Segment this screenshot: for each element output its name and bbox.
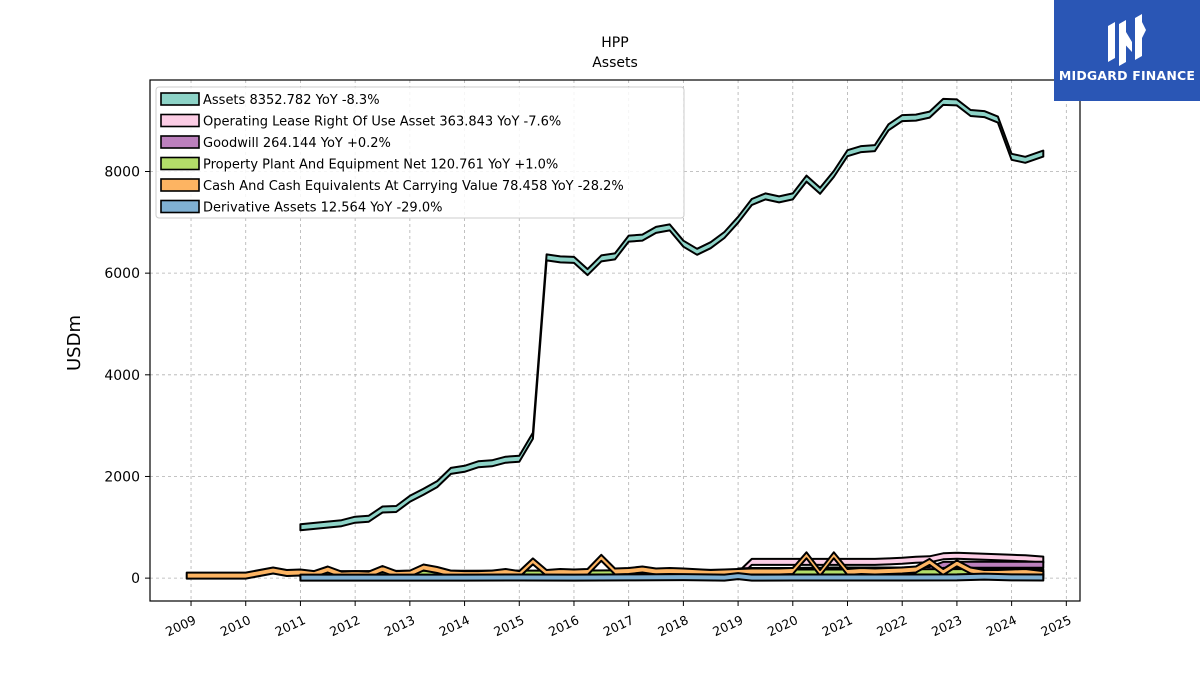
legend-swatch	[160, 92, 200, 106]
y-axis-label: USDm	[64, 315, 85, 371]
series-band-0	[299, 97, 1045, 532]
x-tick-label: 2010	[218, 612, 253, 639]
y-tick-label: 8000	[104, 164, 140, 180]
x-tick-label: 2014	[437, 612, 472, 639]
legend: Assets 8352.782 YoY -8.3% Operating Lease…	[155, 86, 685, 219]
x-tick-label: 2015	[491, 612, 526, 639]
legend-swatch	[160, 135, 200, 149]
chart-title: HPP	[601, 35, 628, 51]
legend-label: Derivative Assets 12.564 YoY -29.0%	[203, 201, 442, 216]
legend-label: Goodwill 264.144 YoY +0.2%	[203, 136, 391, 151]
x-tick-label: 2016	[546, 612, 581, 639]
x-tick-label: 2025	[1038, 612, 1073, 639]
x-tick-label: 2024	[984, 612, 1019, 639]
x-tick-label: 2018	[655, 612, 690, 639]
series-band-5	[299, 572, 1045, 582]
legend-swatch	[160, 113, 200, 128]
y-tick-label: 4000	[104, 368, 140, 384]
x-tick-label: 2011	[273, 612, 308, 639]
x-tick-label: 2023	[929, 612, 964, 639]
midgard-finance-logo: MIDGARD FINANCE	[1054, 0, 1200, 101]
plot-frame	[149, 79, 1081, 602]
x-tick-label: 2021	[820, 612, 855, 639]
x-tick-label: 2020	[765, 612, 800, 639]
brand-name: MIDGARD FINANCE	[1058, 68, 1196, 83]
legend-label: Cash And Cash Equivalents At Carrying Va…	[203, 179, 624, 194]
x-tick-label: 2019	[710, 612, 745, 639]
legend-label: Property Plant And Equipment Net 120.761…	[203, 158, 558, 173]
legend-label: Operating Lease Right Of Use Asset 363.8…	[203, 115, 561, 130]
x-tick-label: 2013	[382, 612, 417, 639]
x-tick-label: 2009	[163, 612, 198, 639]
legend-label: Assets 8352.782 YoY -8.3%	[203, 93, 380, 108]
y-tick-label: 6000	[104, 266, 140, 282]
y-tick-label: 0	[131, 571, 140, 587]
x-tick-label: 2022	[874, 612, 909, 639]
legend-swatch	[160, 156, 200, 171]
legend-swatch	[160, 178, 200, 192]
x-tick-label: 2012	[327, 612, 362, 639]
series-layer	[185, 97, 1045, 582]
chart-subtitle: Assets	[592, 55, 638, 71]
x-tick-label: 2017	[601, 612, 636, 639]
midgard-logo-icon	[1108, 14, 1146, 66]
legend-box	[155, 86, 685, 219]
y-tick-label: 2000	[104, 469, 140, 485]
legend-swatch	[160, 199, 200, 214]
